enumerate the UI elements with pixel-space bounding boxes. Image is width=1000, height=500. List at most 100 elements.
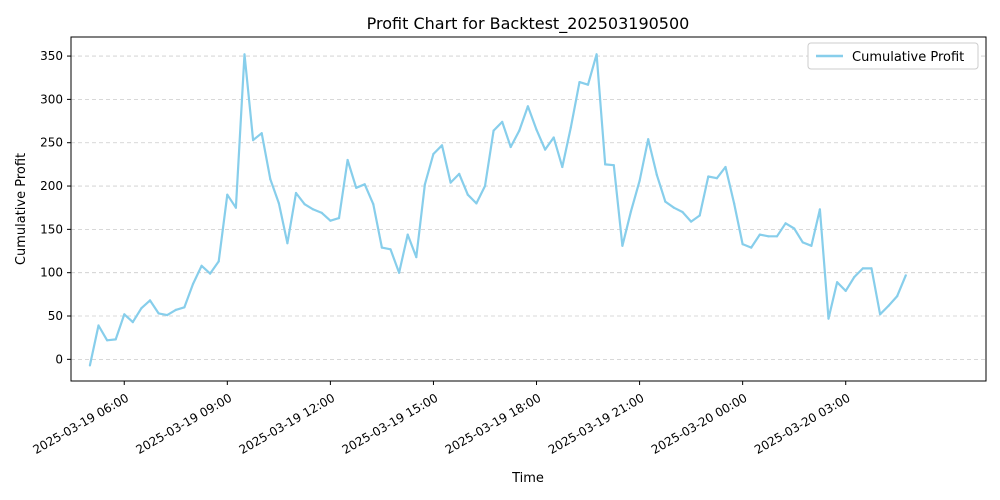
data-point [578,81,581,84]
y-tick-label: 0 [55,352,63,366]
data-point [724,165,727,169]
legend: Cumulative Profit [807,42,979,70]
gridlines [71,55,986,360]
data-point [509,145,512,149]
data-point [784,222,787,225]
data-point [106,339,109,342]
data-point [775,235,779,238]
legend-label: Cumulative Profit [852,50,964,65]
series-layer [88,53,907,367]
data-point [320,211,323,214]
data-point [586,83,590,86]
data-point [114,338,117,341]
data-point [346,158,349,162]
data-point [123,313,126,316]
data-point [544,148,547,151]
data-point [174,308,177,311]
data-point [629,210,633,213]
data-point [217,260,220,263]
data-point [183,306,186,309]
data-point [209,272,212,275]
series-line-cumulative-profit [88,53,907,366]
data-point [501,120,504,123]
data-point [372,203,375,206]
legend-box [807,42,979,70]
data-point [569,126,573,129]
data-point [286,242,289,245]
data-point [844,289,847,292]
y-tick-label: 50 [48,309,63,323]
data-point [595,53,598,56]
data-point [552,136,555,139]
data-point [380,246,383,249]
data-point [131,321,134,324]
data-point [612,164,615,167]
data-point [294,191,298,195]
data-point [148,299,152,302]
data-point [458,172,461,175]
data-point [432,152,435,156]
x-axis: 2025-03-19 06:00 2025-03-19 09:00 2025-03-… [30,381,853,457]
data-point [793,227,796,230]
data-point [415,256,418,259]
data-point [561,165,564,169]
x-tick-label: 2025-03-19 06:00 [30,391,131,457]
data-point [733,202,736,205]
y-axis: 0 50 100 150 200 250 300 350 [40,49,71,366]
y-tick-label: 350 [40,49,63,63]
data-point [715,177,719,180]
data-point [896,295,899,298]
data-point [406,233,409,236]
data-point [836,281,839,284]
x-tick-label: 2025-03-20 00:00 [649,391,750,457]
data-point [853,275,856,279]
data-point [157,312,160,315]
data-point [827,317,830,320]
data-point [750,246,753,249]
y-tick-label: 200 [40,179,63,193]
data-point [398,271,401,274]
data-point [226,193,229,196]
data-point [483,184,487,188]
data-point [604,163,607,166]
x-tick-label: 2025-03-20 03:00 [752,391,853,457]
y-tick-label: 150 [40,222,63,236]
data-point [234,206,237,209]
data-point [492,129,495,132]
data-point [810,244,813,247]
data-point [887,304,890,307]
plot-frame [70,36,987,382]
x-tick-label: 2025-03-19 12:00 [237,391,338,457]
data-point [818,208,822,211]
data-point [389,248,392,251]
data-point [200,264,203,267]
data-point [355,186,358,189]
data-point [904,274,907,277]
data-point [741,243,744,246]
data-point [690,220,693,223]
data-point [801,241,804,244]
data-point [363,183,366,186]
data-point [672,206,676,209]
x-tick-label: 2025-03-19 18:00 [443,391,544,457]
data-point [526,105,530,108]
data-point [97,324,100,327]
data-point [329,219,332,222]
data-point [758,233,761,236]
chart-title: Profit Chart for Backtest_202503190500 [367,14,690,34]
data-point [440,144,444,147]
data-point [260,132,263,135]
y-tick-label: 100 [40,266,63,280]
x-tick-label: 2025-03-19 21:00 [546,391,647,457]
x-axis-title: Time [511,471,544,486]
data-point [269,178,272,181]
data-point [303,203,306,206]
y-tick-label: 300 [40,92,63,106]
data-point [449,181,452,184]
data-point [277,202,280,205]
data-point [681,210,684,214]
data-point [337,217,341,220]
x-tick-label: 2025-03-19 09:00 [134,391,235,457]
data-point [252,139,255,142]
